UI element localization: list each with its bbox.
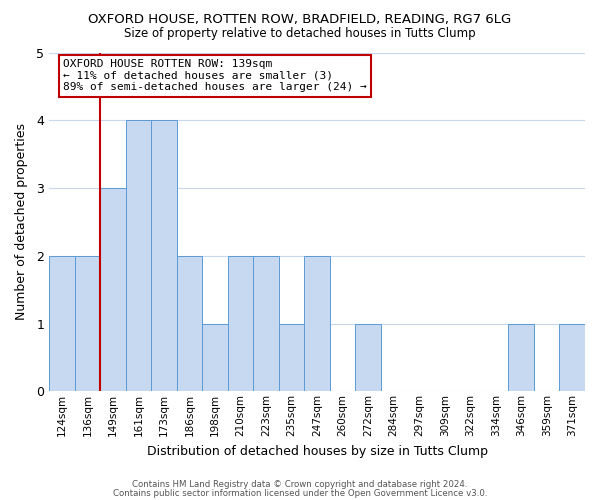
Text: Contains HM Land Registry data © Crown copyright and database right 2024.: Contains HM Land Registry data © Crown c… — [132, 480, 468, 489]
X-axis label: Distribution of detached houses by size in Tutts Clump: Distribution of detached houses by size … — [146, 444, 488, 458]
Bar — [559, 324, 585, 392]
Bar — [100, 188, 126, 392]
Bar — [253, 256, 279, 392]
Bar — [228, 256, 253, 392]
Bar — [126, 120, 151, 392]
Bar — [355, 324, 381, 392]
Bar — [202, 324, 228, 392]
Y-axis label: Number of detached properties: Number of detached properties — [15, 124, 28, 320]
Text: OXFORD HOUSE ROTTEN ROW: 139sqm
← 11% of detached houses are smaller (3)
89% of : OXFORD HOUSE ROTTEN ROW: 139sqm ← 11% of… — [63, 60, 367, 92]
Bar — [304, 256, 330, 392]
Text: Contains public sector information licensed under the Open Government Licence v3: Contains public sector information licen… — [113, 488, 487, 498]
Text: Size of property relative to detached houses in Tutts Clump: Size of property relative to detached ho… — [124, 28, 476, 40]
Bar — [177, 256, 202, 392]
Text: OXFORD HOUSE, ROTTEN ROW, BRADFIELD, READING, RG7 6LG: OXFORD HOUSE, ROTTEN ROW, BRADFIELD, REA… — [88, 12, 512, 26]
Bar — [75, 256, 100, 392]
Bar — [49, 256, 75, 392]
Bar — [508, 324, 534, 392]
Bar — [151, 120, 177, 392]
Bar — [279, 324, 304, 392]
